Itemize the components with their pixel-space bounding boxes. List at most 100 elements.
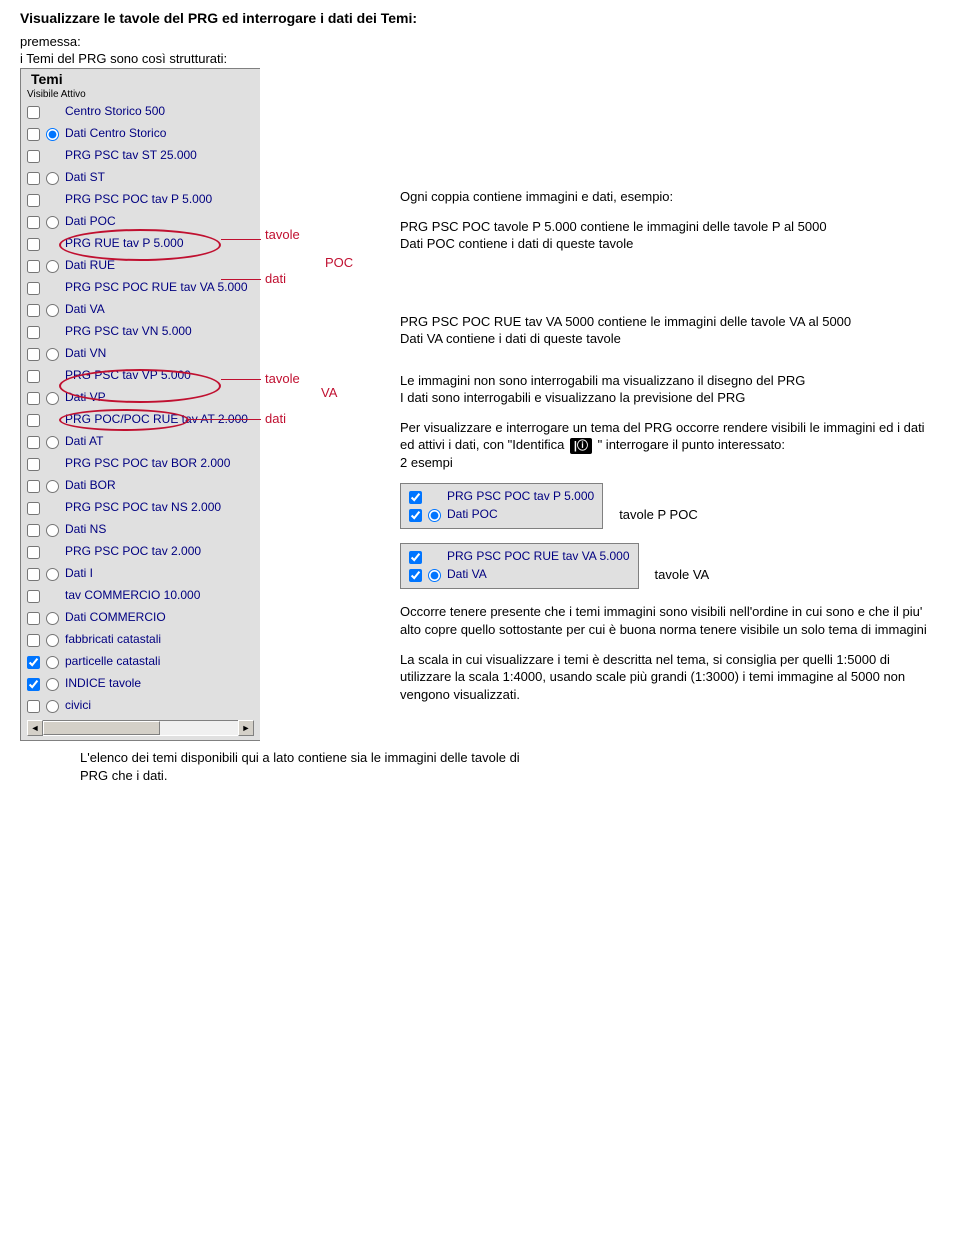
identify-icon: |ⓘ bbox=[570, 438, 592, 454]
theme-active-radio[interactable] bbox=[46, 656, 59, 669]
theme-row: Dati RUE bbox=[21, 256, 260, 278]
theme-active-radio[interactable] bbox=[46, 678, 59, 691]
theme-visible-checkbox[interactable] bbox=[27, 348, 40, 361]
theme-active-radio[interactable] bbox=[46, 634, 59, 647]
theme-active-radio[interactable] bbox=[46, 260, 59, 273]
theme-row: PRG PSC POC RUE tav VA 5.000 bbox=[21, 278, 260, 300]
mini2-visible-checkbox[interactable] bbox=[409, 551, 422, 564]
theme-visible-checkbox[interactable] bbox=[27, 370, 40, 383]
caption-1: tavole P POC bbox=[619, 506, 698, 530]
theme-visible-checkbox[interactable] bbox=[27, 634, 40, 647]
theme-label: Dati VP bbox=[65, 390, 254, 405]
scroll-left-button[interactable]: ◄ bbox=[27, 720, 43, 736]
theme-active-radio[interactable] bbox=[46, 612, 59, 625]
theme-label: PRG PSC tav ST 25.000 bbox=[65, 148, 254, 163]
theme-visible-checkbox[interactable] bbox=[27, 194, 40, 207]
mini2-visible-checkbox[interactable] bbox=[409, 569, 422, 582]
theme-visible-checkbox[interactable] bbox=[27, 260, 40, 273]
example-1: PRG PSC POC tav P 5.000Dati POC tavole P… bbox=[400, 483, 940, 529]
intro-line-1: premessa: bbox=[20, 34, 940, 49]
theme-label: tav COMMERCIO 10.000 bbox=[65, 588, 254, 603]
theme-active-radio[interactable] bbox=[46, 700, 59, 713]
theme-row: Dati NS bbox=[21, 520, 260, 542]
theme-visible-checkbox[interactable] bbox=[27, 524, 40, 537]
theme-label: INDICE tavole bbox=[65, 676, 254, 691]
theme-visible-checkbox[interactable] bbox=[27, 546, 40, 559]
theme-visible-checkbox[interactable] bbox=[27, 216, 40, 229]
mini2-label: PRG PSC POC RUE tav VA 5.000 bbox=[447, 549, 630, 564]
theme-label: Dati AT bbox=[65, 434, 254, 449]
para-7: La scala in cui visualizzare i temi è de… bbox=[400, 651, 940, 704]
theme-label: PRG PSC POC tav 2.000 bbox=[65, 544, 254, 559]
theme-visible-checkbox[interactable] bbox=[27, 612, 40, 625]
theme-label: Centro Storico 500 bbox=[65, 104, 254, 119]
mini2-active-radio[interactable] bbox=[428, 569, 441, 582]
theme-visible-checkbox[interactable] bbox=[27, 392, 40, 405]
theme-visible-checkbox[interactable] bbox=[27, 282, 40, 295]
mini-panel-1: PRG PSC POC tav P 5.000Dati POC bbox=[400, 483, 603, 529]
mini1-active-radio[interactable] bbox=[428, 509, 441, 522]
theme-row: PRG PSC POC tav NS 2.000 bbox=[21, 498, 260, 520]
theme-visible-checkbox[interactable] bbox=[27, 590, 40, 603]
theme-visible-checkbox[interactable] bbox=[27, 150, 40, 163]
theme-active-radio[interactable] bbox=[46, 348, 59, 361]
theme-visible-checkbox[interactable] bbox=[27, 414, 40, 427]
theme-visible-checkbox[interactable] bbox=[27, 656, 40, 669]
theme-active-radio[interactable] bbox=[46, 524, 59, 537]
theme-row: civici bbox=[21, 696, 260, 718]
theme-visible-checkbox[interactable] bbox=[27, 106, 40, 119]
panel-subheader: Visibile Attivo bbox=[21, 89, 260, 102]
theme-active-radio[interactable] bbox=[46, 568, 59, 581]
theme-visible-checkbox[interactable] bbox=[27, 304, 40, 317]
theme-row: tav COMMERCIO 10.000 bbox=[21, 586, 260, 608]
theme-visible-checkbox[interactable] bbox=[27, 238, 40, 251]
theme-visible-checkbox[interactable] bbox=[27, 568, 40, 581]
mini2-label: Dati VA bbox=[447, 567, 630, 582]
theme-active-radio[interactable] bbox=[46, 172, 59, 185]
theme-row: PRG PSC tav ST 25.000 bbox=[21, 146, 260, 168]
mini1-visible-checkbox[interactable] bbox=[409, 491, 422, 504]
theme-label: Dati POC bbox=[65, 214, 254, 229]
mini1-visible-checkbox[interactable] bbox=[409, 509, 422, 522]
scroll-track[interactable] bbox=[43, 720, 238, 736]
theme-visible-checkbox[interactable] bbox=[27, 502, 40, 515]
theme-row: PRG PSC tav VN 5.000 bbox=[21, 322, 260, 344]
theme-active-radio[interactable] bbox=[46, 480, 59, 493]
theme-active-radio[interactable] bbox=[46, 128, 59, 141]
theme-row: Dati VA bbox=[21, 300, 260, 322]
panel-hscroll[interactable]: ◄ ► bbox=[21, 718, 260, 736]
theme-label: PRG PSC tav VN 5.000 bbox=[65, 324, 254, 339]
theme-active-radio[interactable] bbox=[46, 304, 59, 317]
theme-row: Dati ST bbox=[21, 168, 260, 190]
theme-active-radio[interactable] bbox=[46, 436, 59, 449]
theme-active-radio[interactable] bbox=[46, 216, 59, 229]
theme-visible-checkbox[interactable] bbox=[27, 678, 40, 691]
para-2: PRG PSC POC tavole P 5.000 contiene le i… bbox=[400, 218, 940, 253]
theme-label: PRG PSC tav VP 5.000 bbox=[65, 368, 254, 383]
theme-label: Dati I bbox=[65, 566, 254, 581]
scroll-thumb[interactable] bbox=[43, 721, 160, 735]
theme-row: Centro Storico 500 bbox=[21, 102, 260, 124]
theme-visible-checkbox[interactable] bbox=[27, 172, 40, 185]
theme-label: Dati VN bbox=[65, 346, 254, 361]
theme-visible-checkbox[interactable] bbox=[27, 458, 40, 471]
theme-visible-checkbox[interactable] bbox=[27, 128, 40, 141]
para-6: Occorre tenere presente che i temi immag… bbox=[400, 603, 940, 638]
page-heading: Visualizzare le tavole del PRG ed interr… bbox=[20, 10, 940, 26]
theme-active-radio[interactable] bbox=[46, 392, 59, 405]
main-row: Temi Visibile Attivo Centro Storico 500 D… bbox=[20, 68, 940, 741]
themes-panel: Temi Visibile Attivo Centro Storico 500 D… bbox=[20, 68, 260, 741]
theme-row: Dati I bbox=[21, 564, 260, 586]
theme-label: PRG POC/POC RUE tav AT 2.000 bbox=[65, 412, 254, 427]
panel-title: Temi bbox=[31, 71, 63, 87]
theme-visible-checkbox[interactable] bbox=[27, 700, 40, 713]
theme-row: PRG PSC POC tav P 5.000 bbox=[21, 190, 260, 212]
scroll-right-button[interactable]: ► bbox=[238, 720, 254, 736]
theme-label: Dati Centro Storico bbox=[65, 126, 254, 141]
theme-visible-checkbox[interactable] bbox=[27, 480, 40, 493]
theme-visible-checkbox[interactable] bbox=[27, 326, 40, 339]
para-5: Per visualizzare e interrogare un tema d… bbox=[400, 419, 940, 472]
theme-visible-checkbox[interactable] bbox=[27, 436, 40, 449]
theme-label: Dati BOR bbox=[65, 478, 254, 493]
theme-label: PRG PSC POC tav BOR 2.000 bbox=[65, 456, 254, 471]
